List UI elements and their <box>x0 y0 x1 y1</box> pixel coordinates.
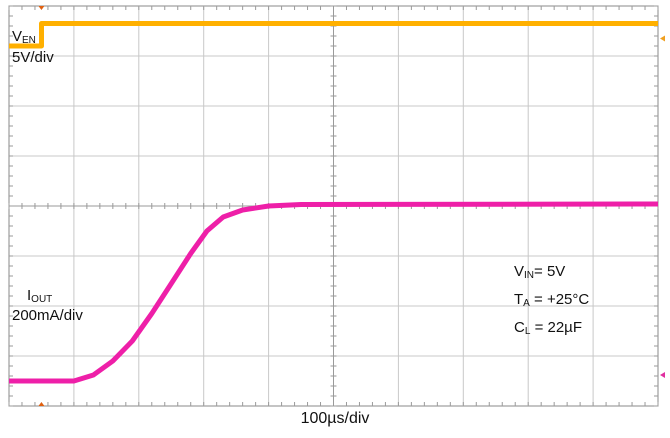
condition-cl: CL = 22µF <box>514 319 582 337</box>
markers <box>38 6 665 406</box>
iout-channel-marker <box>660 372 665 378</box>
condition-ta: TA = +25°C <box>514 291 590 309</box>
ven-channel-marker <box>660 35 665 42</box>
traces <box>9 21 659 384</box>
ven-scale: 5V/div <box>12 49 54 66</box>
condition-vin: VIN= 5V <box>514 263 566 281</box>
x-axis-label: 100µs/div <box>300 410 370 427</box>
iout-scale: 200mA/div <box>12 307 83 324</box>
trigger-marker-bottom <box>38 402 45 406</box>
trace-iout <box>9 201 659 384</box>
iout-label: IOUT <box>27 287 53 305</box>
ven-label: VEN <box>12 28 36 46</box>
trigger-marker-top <box>38 6 45 10</box>
trace-ven <box>9 21 658 49</box>
